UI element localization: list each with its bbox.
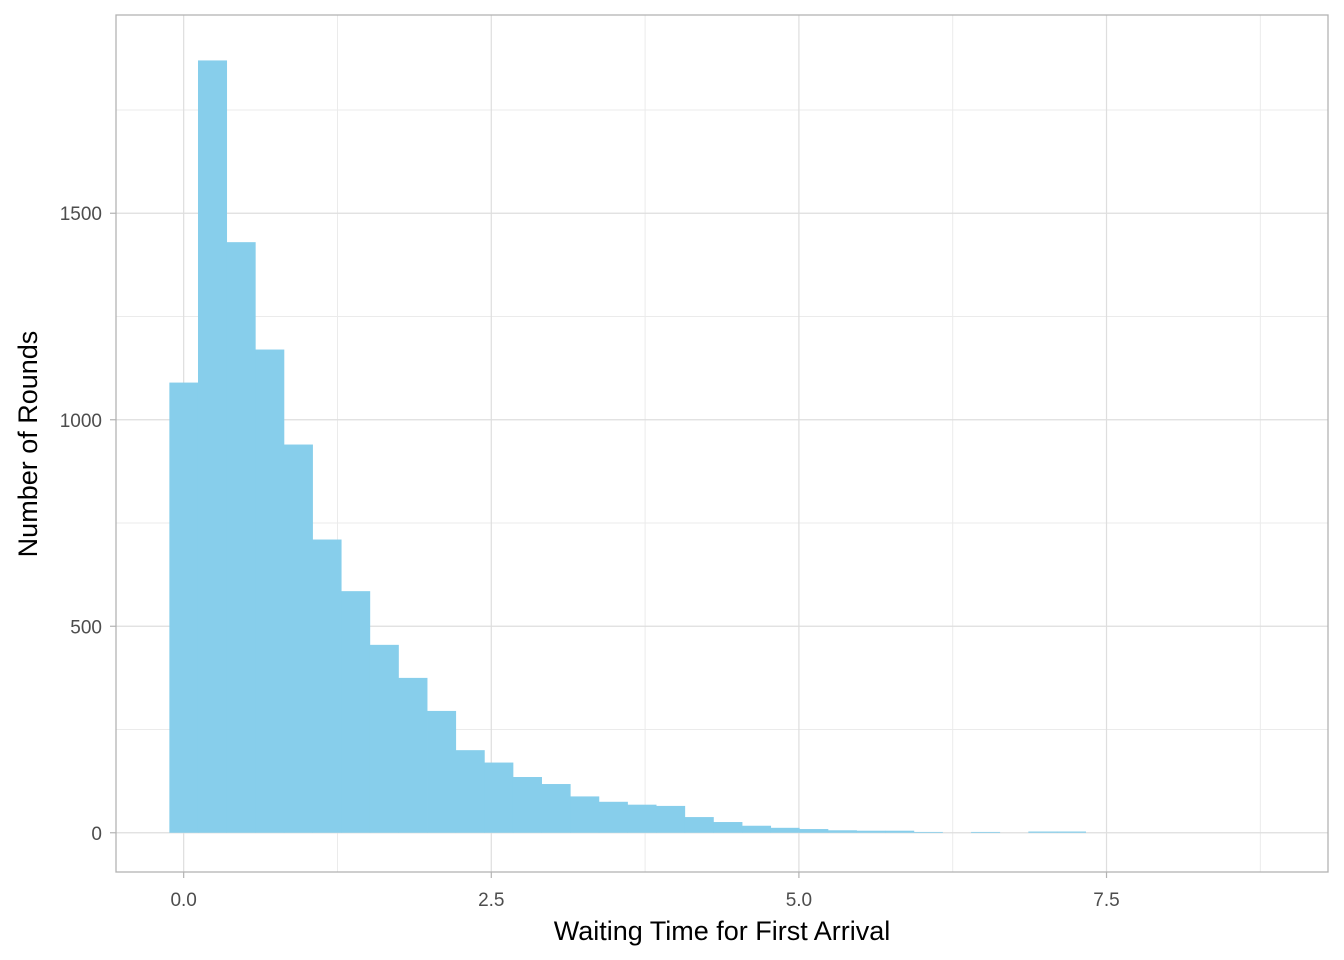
histogram-bar [684,817,714,833]
histogram-bar [770,827,800,833]
y-tick-label: 500 [70,617,102,638]
histogram-bar [484,762,514,833]
histogram-bar [827,830,857,833]
histogram-bar [1028,831,1058,833]
y-axis-ticks: 0 500 1000 1500 [60,204,116,845]
x-tick-label: 0.0 [170,890,196,911]
histogram-bar [455,750,485,833]
histogram-bar [369,644,399,833]
histogram-bar [255,349,285,833]
histogram-bar [197,60,228,833]
histogram-bar [312,539,342,833]
y-tick-label: 1000 [60,411,102,432]
y-axis-title: Number of Rounds [13,331,43,558]
histogram-bars [169,60,1087,833]
histogram-bar [283,444,313,833]
x-tick-label: 2.5 [478,890,504,911]
histogram-bar [512,777,542,833]
histogram-bar [713,822,743,833]
panel-border [115,14,1329,873]
histogram-bar [398,677,428,833]
histogram-bar [856,830,886,833]
histogram-bar [1056,831,1087,833]
histogram-bar [799,829,829,833]
y-tick-label: 0 [91,824,102,845]
histogram-bar [226,242,256,833]
y-tick-label: 1500 [60,204,102,225]
histogram-bar [742,825,772,833]
x-tick-label: 5.0 [786,890,812,911]
histogram-bar [570,796,600,833]
histogram-bar [627,804,657,833]
histogram-bar [341,591,371,833]
x-axis-ticks: 0.0 2.5 5.0 7.5 [170,872,1120,911]
histogram-bar [971,831,1001,833]
x-tick-label: 7.5 [1093,890,1119,911]
histogram-bar [169,382,199,833]
x-axis-title: Waiting Time for First Arrival [554,916,891,946]
histogram-bar [913,831,943,833]
histogram-bar [885,830,915,833]
histogram-bar [656,805,686,833]
histogram-bar [541,784,571,833]
histogram-bar [598,801,628,833]
histogram-bar [427,710,457,833]
